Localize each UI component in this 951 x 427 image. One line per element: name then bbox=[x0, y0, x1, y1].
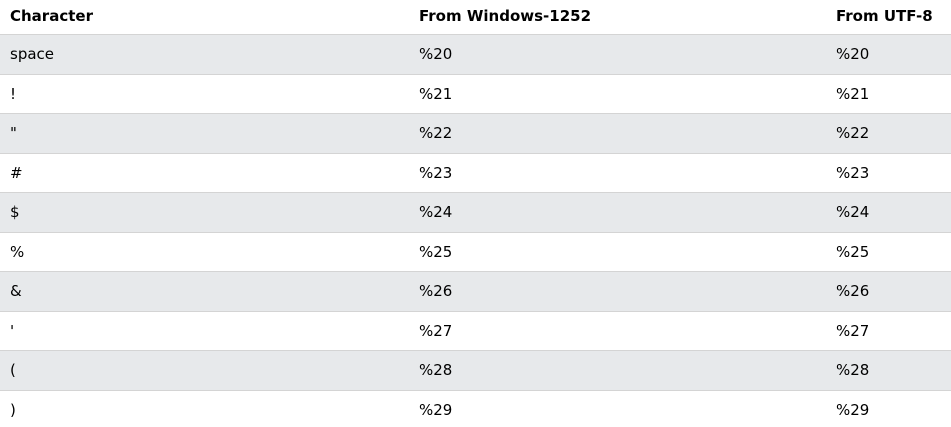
utf-8-cell: %22 bbox=[836, 124, 870, 143]
table-row: " %22 %22 bbox=[0, 114, 951, 154]
character-cell: # bbox=[10, 163, 23, 182]
windows-1252-cell: %23 bbox=[419, 163, 453, 182]
windows-1252-cell: %26 bbox=[419, 282, 453, 301]
table-row: % %25 %25 bbox=[0, 233, 951, 272]
character-cell: " bbox=[10, 124, 17, 143]
character-cell: space bbox=[10, 45, 55, 64]
utf-8-cell: %23 bbox=[836, 163, 870, 182]
table-row: ! %21 %21 bbox=[0, 75, 951, 114]
utf-8-cell: %20 bbox=[836, 45, 870, 64]
utf-8-cell: %28 bbox=[836, 361, 870, 380]
windows-1252-cell: %27 bbox=[419, 321, 453, 340]
character-cell: $ bbox=[10, 203, 20, 222]
windows-1252-cell: %28 bbox=[419, 361, 453, 380]
utf-8-cell: %27 bbox=[836, 321, 870, 340]
character-cell: ( bbox=[10, 361, 16, 380]
utf-8-cell: %21 bbox=[836, 84, 870, 103]
table-row: ' %27 %27 bbox=[0, 312, 951, 351]
character-cell: & bbox=[10, 282, 22, 301]
table-row: ) %29 %29 bbox=[0, 391, 951, 427]
utf-8-cell: %24 bbox=[836, 203, 870, 222]
table-row: $ %24 %24 bbox=[0, 193, 951, 233]
column-header-utf-8: From UTF-8 bbox=[836, 7, 933, 25]
table-row: space %20 %20 bbox=[0, 35, 951, 75]
windows-1252-cell: %20 bbox=[419, 45, 453, 64]
utf-8-cell: %25 bbox=[836, 242, 870, 261]
table-row: # %23 %23 bbox=[0, 154, 951, 193]
windows-1252-cell: %24 bbox=[419, 203, 453, 222]
character-cell: ) bbox=[10, 401, 16, 420]
character-cell: ' bbox=[10, 321, 15, 340]
table-row: ( %28 %28 bbox=[0, 351, 951, 391]
column-header-character: Character bbox=[10, 7, 93, 25]
column-header-windows-1252: From Windows-1252 bbox=[419, 7, 592, 25]
utf-8-cell: %26 bbox=[836, 282, 870, 301]
character-cell: % bbox=[10, 242, 25, 261]
windows-1252-cell: %29 bbox=[419, 401, 453, 420]
table-header-row: Character From Windows-1252 From UTF-8 bbox=[0, 0, 951, 35]
table-row: & %26 %26 bbox=[0, 272, 951, 312]
windows-1252-cell: %22 bbox=[419, 124, 453, 143]
windows-1252-cell: %25 bbox=[419, 242, 453, 261]
windows-1252-cell: %21 bbox=[419, 84, 453, 103]
character-cell: ! bbox=[10, 84, 17, 103]
utf-8-cell: %29 bbox=[836, 401, 870, 420]
